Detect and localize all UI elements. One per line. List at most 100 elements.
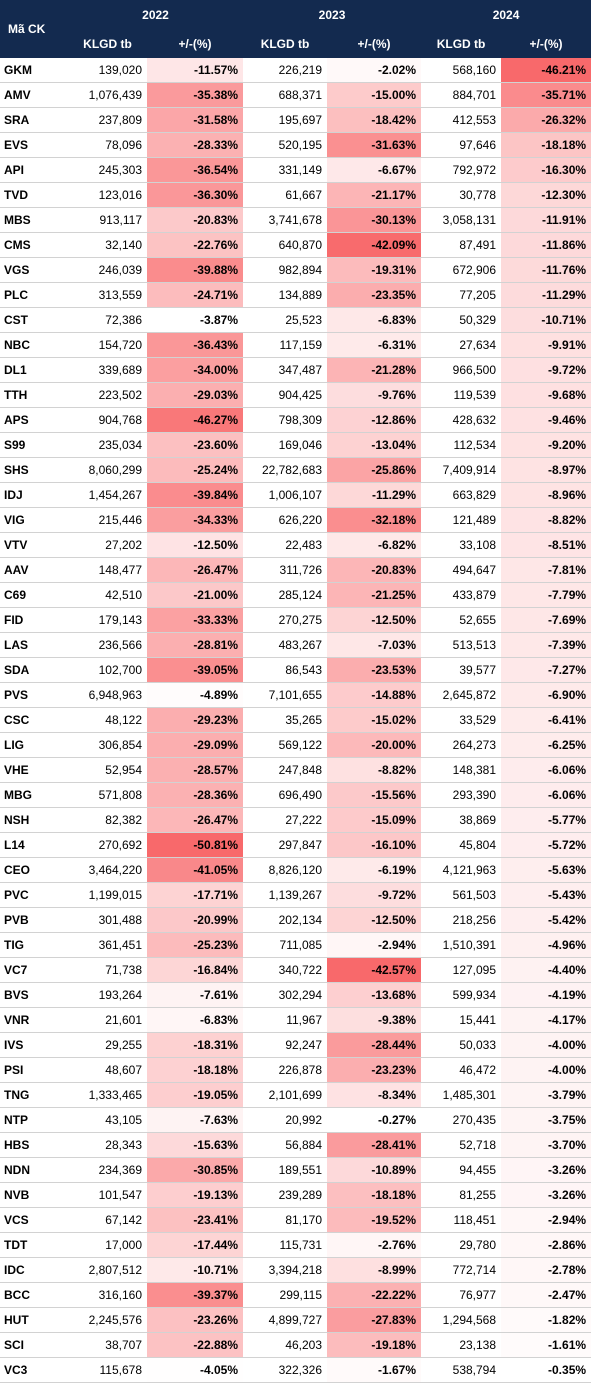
volume-2022-cell: 571,808 <box>68 782 147 808</box>
volume-2023-cell: 311,726 <box>243 557 328 583</box>
volume-2023-cell: 331,149 <box>243 157 328 183</box>
change-2023-cell: -9.76% <box>327 382 422 408</box>
table-row: IDC 2,807,512 -10.71% 3,394,218 -8.99% 772,71… <box>0 1257 591 1283</box>
volume-2023-cell: 640,870 <box>243 232 328 258</box>
change-2023-cell: -20.83% <box>327 557 422 583</box>
change-2024-cell: -3.70% <box>501 1132 591 1158</box>
change-2023-cell: -15.00% <box>327 82 422 108</box>
volume-2024-cell: 33,108 <box>421 532 502 558</box>
volume-2023-cell: 798,309 <box>243 407 328 433</box>
table-row: BCC 316,160 -39.37% 299,115 -22.22% 76,977 -2.… <box>0 1282 591 1308</box>
table-row: APS 904,768 -46.27% 798,309 -12.86% 428,632 -9… <box>0 407 591 433</box>
change-2024-cell: -3.26% <box>501 1157 591 1183</box>
stock-code-cell: VCS <box>0 1207 68 1233</box>
table-row: GKM 139,020 -11.57% 226,219 -2.02% 568,160 -46… <box>0 58 591 83</box>
volume-2022-cell: 306,854 <box>68 732 147 758</box>
stock-code-cell: SHS <box>0 457 68 483</box>
table-row: C69 42,510 -21.00% 285,124 -21.25% 433,879 -7.… <box>0 582 591 608</box>
table-body: GKM 139,020 -11.57% 226,219 -2.02% 568,160 -46… <box>0 58 591 1383</box>
table-row: CST 72,386 -3.87% 25,523 -6.83% 50,329 -10.71% <box>0 307 591 333</box>
change-2024-cell: -7.27% <box>501 657 591 683</box>
stock-code-cell: PLC <box>0 282 68 308</box>
volume-2022-cell: 245,303 <box>68 157 147 183</box>
change-2024-cell: -4.19% <box>501 982 591 1008</box>
volume-2024-cell: 81,255 <box>421 1182 502 1208</box>
change-2023-cell: -14.88% <box>327 682 422 708</box>
volume-2024-cell: 97,646 <box>421 132 502 158</box>
volume-2023-cell: 61,667 <box>243 182 328 208</box>
change-2023-cell: -6.19% <box>327 857 422 883</box>
table-row: NBC 154,720 -36.43% 117,159 -6.31% 27,634 -9.9… <box>0 332 591 358</box>
change-2024-cell: -12.30% <box>501 182 591 208</box>
stock-code-cell: PVB <box>0 907 68 933</box>
table-row: TNG 1,333,465 -19.05% 2,101,699 -8.34% 1,485,… <box>0 1082 591 1108</box>
table-row: S99 235,034 -23.60% 169,046 -13.04% 112,534 -9… <box>0 432 591 458</box>
volume-2023-cell: 22,782,683 <box>243 457 328 483</box>
change-2023-cell: -6.31% <box>327 332 422 358</box>
change-2022-cell: -29.03% <box>147 382 244 408</box>
change-2023-cell: -12.86% <box>327 407 422 433</box>
change-2024-cell: -9.91% <box>501 332 591 358</box>
stock-code-cell: IVS <box>0 1032 68 1058</box>
change-2024-cell: -5.43% <box>501 882 591 908</box>
stock-code-cell: TIG <box>0 932 68 958</box>
change-2022-cell: -36.43% <box>147 332 244 358</box>
volume-2024-cell: 561,503 <box>421 882 502 908</box>
change-2024-cell: -5.72% <box>501 832 591 858</box>
table-row: NTP 43,105 -7.63% 20,992 -0.27% 270,435 -3.75% <box>0 1107 591 1133</box>
change-2024-cell: -8.97% <box>501 457 591 483</box>
volume-2023-cell: 270,275 <box>243 607 328 633</box>
table-row: TDT 17,000 -17.44% 115,731 -2.76% 29,780 -2.86… <box>0 1232 591 1258</box>
volume-2022-cell: 115,678 <box>68 1357 147 1383</box>
change-2022-cell: -7.63% <box>147 1107 244 1133</box>
table-row: TVD 123,016 -36.30% 61,667 -21.17% 30,778 -12.… <box>0 182 591 208</box>
change-2024-cell: -10.71% <box>501 307 591 333</box>
volume-2022-cell: 1,454,267 <box>68 482 147 508</box>
volume-2024-cell: 27,634 <box>421 332 502 358</box>
volume-2024-cell: 3,058,131 <box>421 207 502 233</box>
change-2024-cell: -2.86% <box>501 1232 591 1258</box>
change-2023-cell: -8.99% <box>327 1257 422 1283</box>
stock-code-cell: CST <box>0 307 68 333</box>
change-2024-cell: -7.39% <box>501 632 591 658</box>
volume-2023-cell: 92,247 <box>243 1032 328 1058</box>
volume-2022-cell: 301,488 <box>68 907 147 933</box>
stock-code-cell: VGS <box>0 257 68 283</box>
volume-2024-cell: 15,441 <box>421 1007 502 1033</box>
change-2022-cell: -39.88% <box>147 257 244 283</box>
change-2022-cell: -18.31% <box>147 1032 244 1058</box>
volume-column-header: KLGD tb <box>243 29 328 58</box>
change-2023-cell: -1.67% <box>327 1357 422 1383</box>
change-2024-cell: -11.29% <box>501 282 591 308</box>
change-2023-cell: -28.41% <box>327 1132 422 1158</box>
change-2024-cell: -3.75% <box>501 1107 591 1133</box>
change-2022-cell: -39.05% <box>147 657 244 683</box>
table-row: HBS 28,343 -15.63% 56,884 -28.41% 52,718 -3.70… <box>0 1132 591 1158</box>
change-2024-cell: -0.35% <box>501 1357 591 1383</box>
change-2023-cell: -8.34% <box>327 1082 422 1108</box>
change-2024-cell: -16.30% <box>501 157 591 183</box>
change-2023-cell: -30.13% <box>327 207 422 233</box>
change-2023-cell: -19.52% <box>327 1207 422 1233</box>
volume-2023-cell: 340,722 <box>243 957 328 983</box>
change-2023-cell: -15.56% <box>327 782 422 808</box>
volume-2022-cell: 179,143 <box>68 607 147 633</box>
table-row: DL1 339,689 -34.00% 347,487 -21.28% 966,500 -9… <box>0 357 591 383</box>
volume-2024-cell: 568,160 <box>421 58 502 83</box>
change-2023-cell: -21.25% <box>327 582 422 608</box>
volume-2022-cell: 102,700 <box>68 657 147 683</box>
volume-2023-cell: 226,219 <box>243 58 328 83</box>
change-2022-cell: -33.33% <box>147 607 244 633</box>
change-2022-cell: -29.23% <box>147 707 244 733</box>
volume-2023-cell: 25,523 <box>243 307 328 333</box>
volume-2022-cell: 316,160 <box>68 1282 147 1308</box>
volume-2023-cell: 81,170 <box>243 1207 328 1233</box>
change-2022-cell: -20.83% <box>147 207 244 233</box>
volume-2024-cell: 1,485,301 <box>421 1082 502 1108</box>
change-2022-cell: -28.36% <box>147 782 244 808</box>
volume-2022-cell: 234,369 <box>68 1157 147 1183</box>
change-2022-cell: -36.54% <box>147 157 244 183</box>
volume-2024-cell: 672,906 <box>421 257 502 283</box>
volume-2024-cell: 119,539 <box>421 382 502 408</box>
stock-code-cell: NBC <box>0 332 68 358</box>
